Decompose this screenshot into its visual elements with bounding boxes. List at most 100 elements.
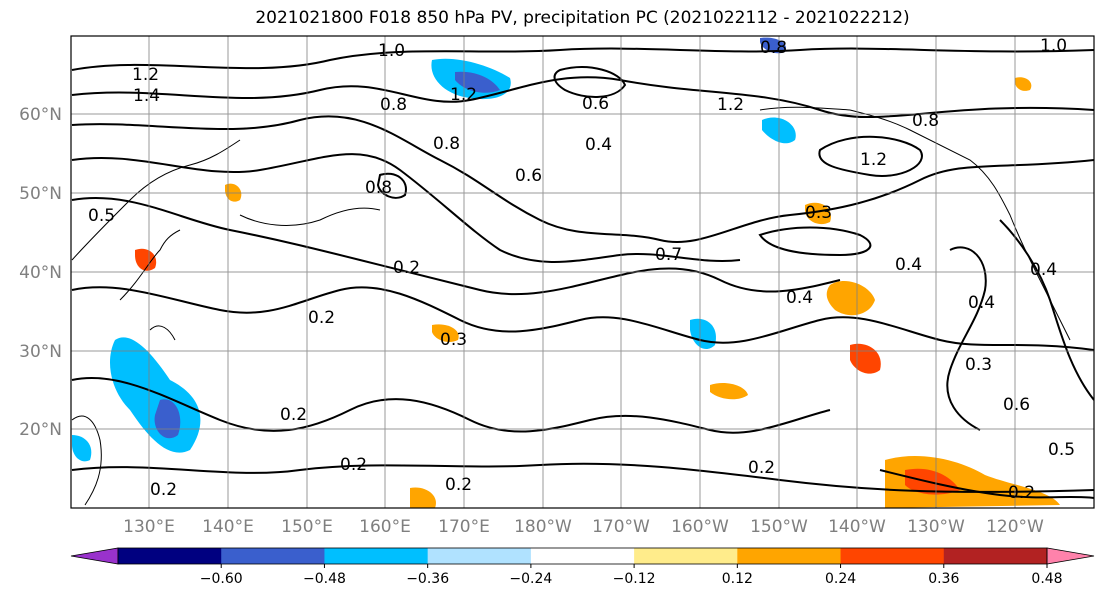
contour-label: 0.6 — [1003, 395, 1030, 415]
pv-contour — [553, 66, 627, 98]
map-title: 2021021800 F018 850 hPa PV, precipitatio… — [255, 8, 910, 28]
contour-label: 0.2 — [393, 258, 420, 278]
lon-label: 130°W — [907, 517, 965, 537]
lon-label: 160°W — [671, 517, 729, 537]
pv-contour — [71, 462, 1094, 493]
contour-label: 1.2 — [132, 65, 159, 85]
contour-label: 0.8 — [380, 95, 407, 115]
lat-labels: 60°N 50°N 40°N 30°N 20°N — [19, 105, 62, 440]
precip-blob-pos — [805, 202, 831, 225]
colorbar-segment — [634, 548, 738, 564]
lon-label: 120°W — [986, 517, 1044, 537]
colorbar-extend-max — [1046, 547, 1095, 565]
contour-label: 0.6 — [515, 166, 542, 186]
lat-label: 60°N — [19, 105, 62, 125]
graticule — [71, 36, 1094, 508]
contour-label: 0.8 — [912, 111, 939, 131]
colorbar-segment — [118, 548, 222, 564]
colorbar-segment — [324, 548, 429, 564]
colorbar-segment — [943, 548, 1048, 564]
pv-contour — [71, 47, 1094, 71]
coastline — [71, 415, 102, 506]
coastline — [849, 109, 1071, 341]
coastline — [759, 106, 851, 111]
colorbar — [70, 547, 1095, 565]
contour-label: 0.3 — [965, 355, 992, 375]
contour-label: 0.4 — [968, 293, 995, 313]
precip-blob-neg-core — [455, 71, 500, 93]
precip-blob-pos — [885, 455, 1060, 508]
lon-label: 180°W — [514, 517, 572, 537]
contour-label: 1.2 — [860, 150, 887, 170]
lon-label: 140°E — [202, 517, 254, 537]
lon-labels: 130°E 140°E 150°E 160°E 170°E 180°W 170°… — [123, 517, 1044, 537]
pv-contours — [71, 47, 1094, 499]
precip-blob-pos — [905, 468, 960, 495]
contour-label: 1.2 — [717, 95, 744, 115]
colorbar-segment — [737, 548, 842, 564]
contour-label: 0.8 — [433, 134, 460, 154]
contour-label: 0.5 — [88, 206, 115, 226]
colorbar-extend-min — [70, 547, 119, 565]
contour-label: 0.8 — [365, 178, 392, 198]
contour-labels: 1.0 1.2 1.4 1.2 0.8 0.8 0.6 0.6 0.4 0.5 … — [88, 36, 1075, 503]
contour-label: 0.2 — [280, 405, 307, 425]
colorbar-tick-label: −0.48 — [303, 571, 346, 587]
precip-blob-pos — [710, 383, 748, 400]
colorbar-segment — [221, 548, 325, 564]
pv-contour — [879, 469, 1094, 499]
precip-blob-pos — [135, 248, 157, 271]
colorbar-frame — [117, 547, 1048, 565]
colorbar-ticks: −0.60 −0.48 −0.36 −0.24 −0.12 0.12 0.24 0.36 0.4… — [200, 564, 1063, 587]
coastline — [119, 229, 181, 301]
colorbar-tick-label: −0.12 — [613, 571, 656, 587]
pv-contour — [946, 246, 987, 431]
lat-label: 20°N — [19, 420, 62, 440]
lon-label: 130°E — [123, 517, 175, 537]
precip-blob-neg — [72, 435, 92, 462]
contour-label: 0.5 — [1048, 440, 1075, 460]
colorbar-tick-label: −0.60 — [200, 571, 243, 587]
colorbar-segment — [840, 548, 945, 564]
precip-blob-pos — [432, 324, 459, 343]
pv-contour — [71, 115, 1094, 243]
lat-label: 50°N — [19, 184, 62, 204]
lon-label: 170°E — [438, 517, 490, 537]
coastline — [239, 207, 381, 226]
lon-label: 150°W — [750, 517, 808, 537]
coastline — [149, 325, 176, 341]
pv-contour — [758, 226, 872, 257]
colorbar-tick-label: −0.24 — [509, 571, 552, 587]
colorbar-segment — [530, 548, 635, 564]
precip-blob-neg-core — [154, 399, 181, 439]
lon-label: 140°W — [828, 517, 886, 537]
contour-label: 0.8 — [760, 38, 787, 58]
contour-label: 1.4 — [133, 86, 160, 106]
coastlines — [71, 106, 1071, 506]
contour-label: 0.2 — [445, 475, 472, 495]
pv-contour — [71, 286, 1094, 351]
precip-blob-pos — [1015, 77, 1032, 91]
precip-shading — [72, 37, 1060, 508]
colorbar-tick-label: 0.36 — [928, 571, 959, 587]
contour-label: 0.2 — [340, 455, 367, 475]
contour-label: 0.4 — [585, 135, 612, 155]
pv-contour — [71, 153, 741, 263]
lon-label: 160°E — [359, 517, 411, 537]
pv-contour — [71, 76, 1094, 118]
colorbar-tick-label: 0.48 — [1031, 571, 1062, 587]
contour-label: 1.2 — [450, 85, 477, 105]
contour-label: 0.3 — [440, 330, 467, 350]
lat-label: 40°N — [19, 263, 62, 283]
lat-label: 30°N — [19, 342, 62, 362]
contour-label: 1.0 — [378, 41, 405, 61]
lon-label: 170°W — [592, 517, 650, 537]
contour-label: 0.4 — [1030, 260, 1057, 280]
colorbar-tick-label: 0.12 — [722, 571, 753, 587]
contour-label: 0.3 — [805, 203, 832, 223]
contour-label: 0.2 — [150, 480, 177, 500]
pv-contour — [71, 197, 841, 296]
colorbar-segment — [427, 548, 532, 564]
contour-label: 0.2 — [1008, 483, 1035, 503]
contour-label: 0.2 — [308, 308, 335, 328]
